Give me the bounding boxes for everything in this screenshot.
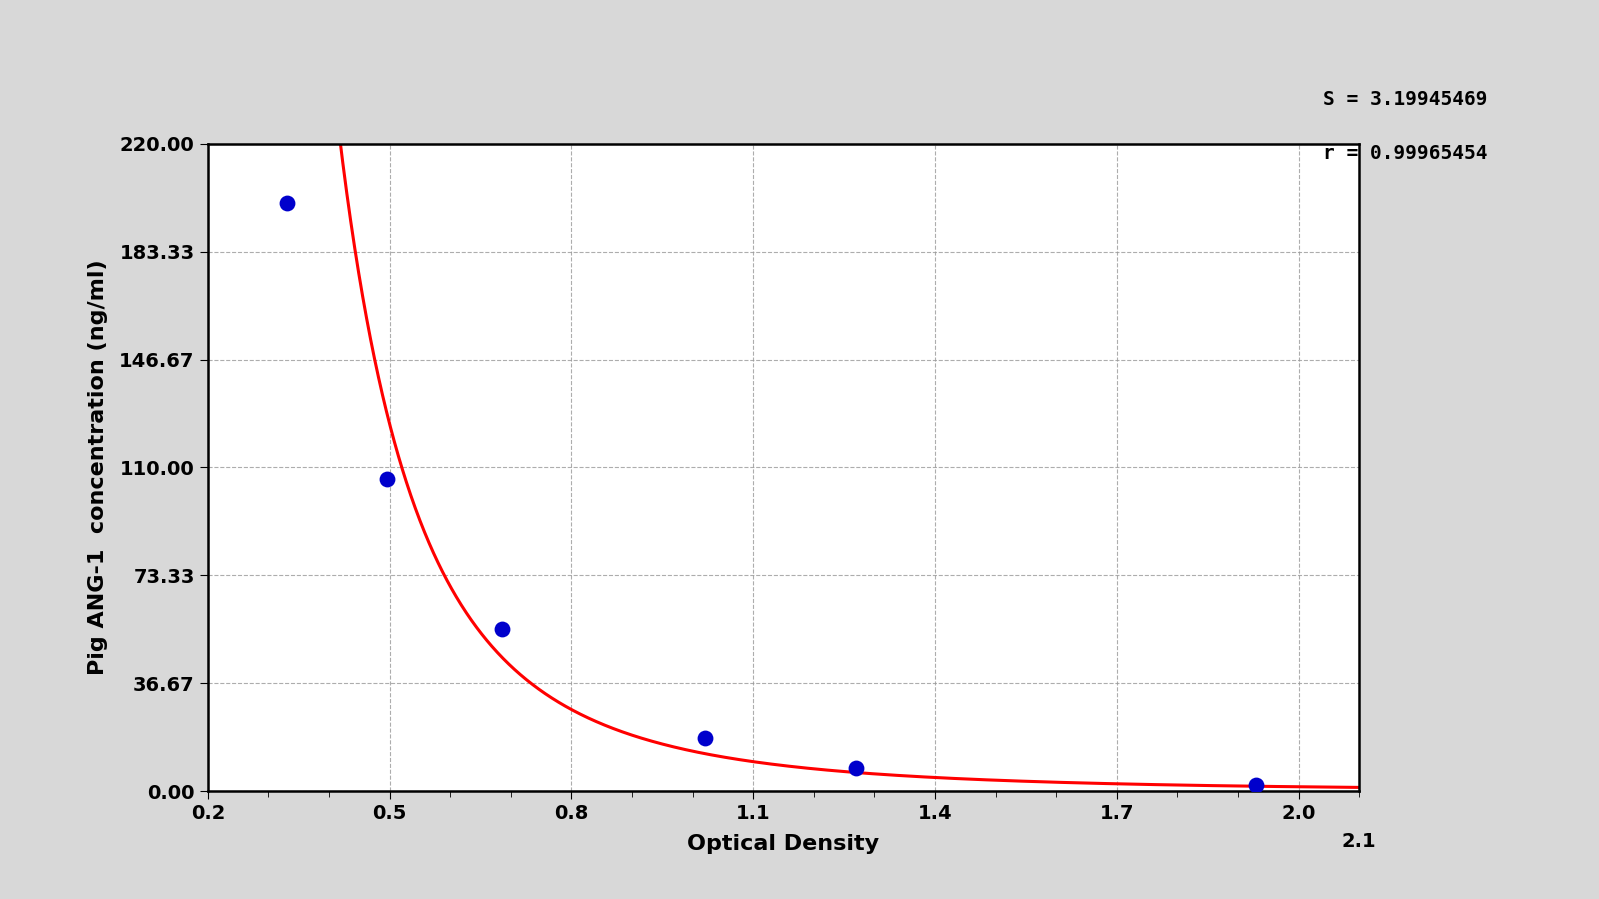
Text: 2.1: 2.1 [1342, 832, 1377, 851]
X-axis label: Optical Density: Optical Density [688, 834, 879, 854]
Point [489, 622, 515, 636]
Point [843, 761, 868, 775]
Text: S = 3.19945469: S = 3.19945469 [1322, 90, 1487, 109]
Point [374, 472, 400, 486]
Point [692, 731, 718, 745]
Point [1244, 778, 1270, 792]
Text: r = 0.99965454: r = 0.99965454 [1322, 144, 1487, 163]
Point [273, 195, 299, 209]
Y-axis label: Pig ANG-1  concentration (ng/ml): Pig ANG-1 concentration (ng/ml) [88, 260, 109, 675]
